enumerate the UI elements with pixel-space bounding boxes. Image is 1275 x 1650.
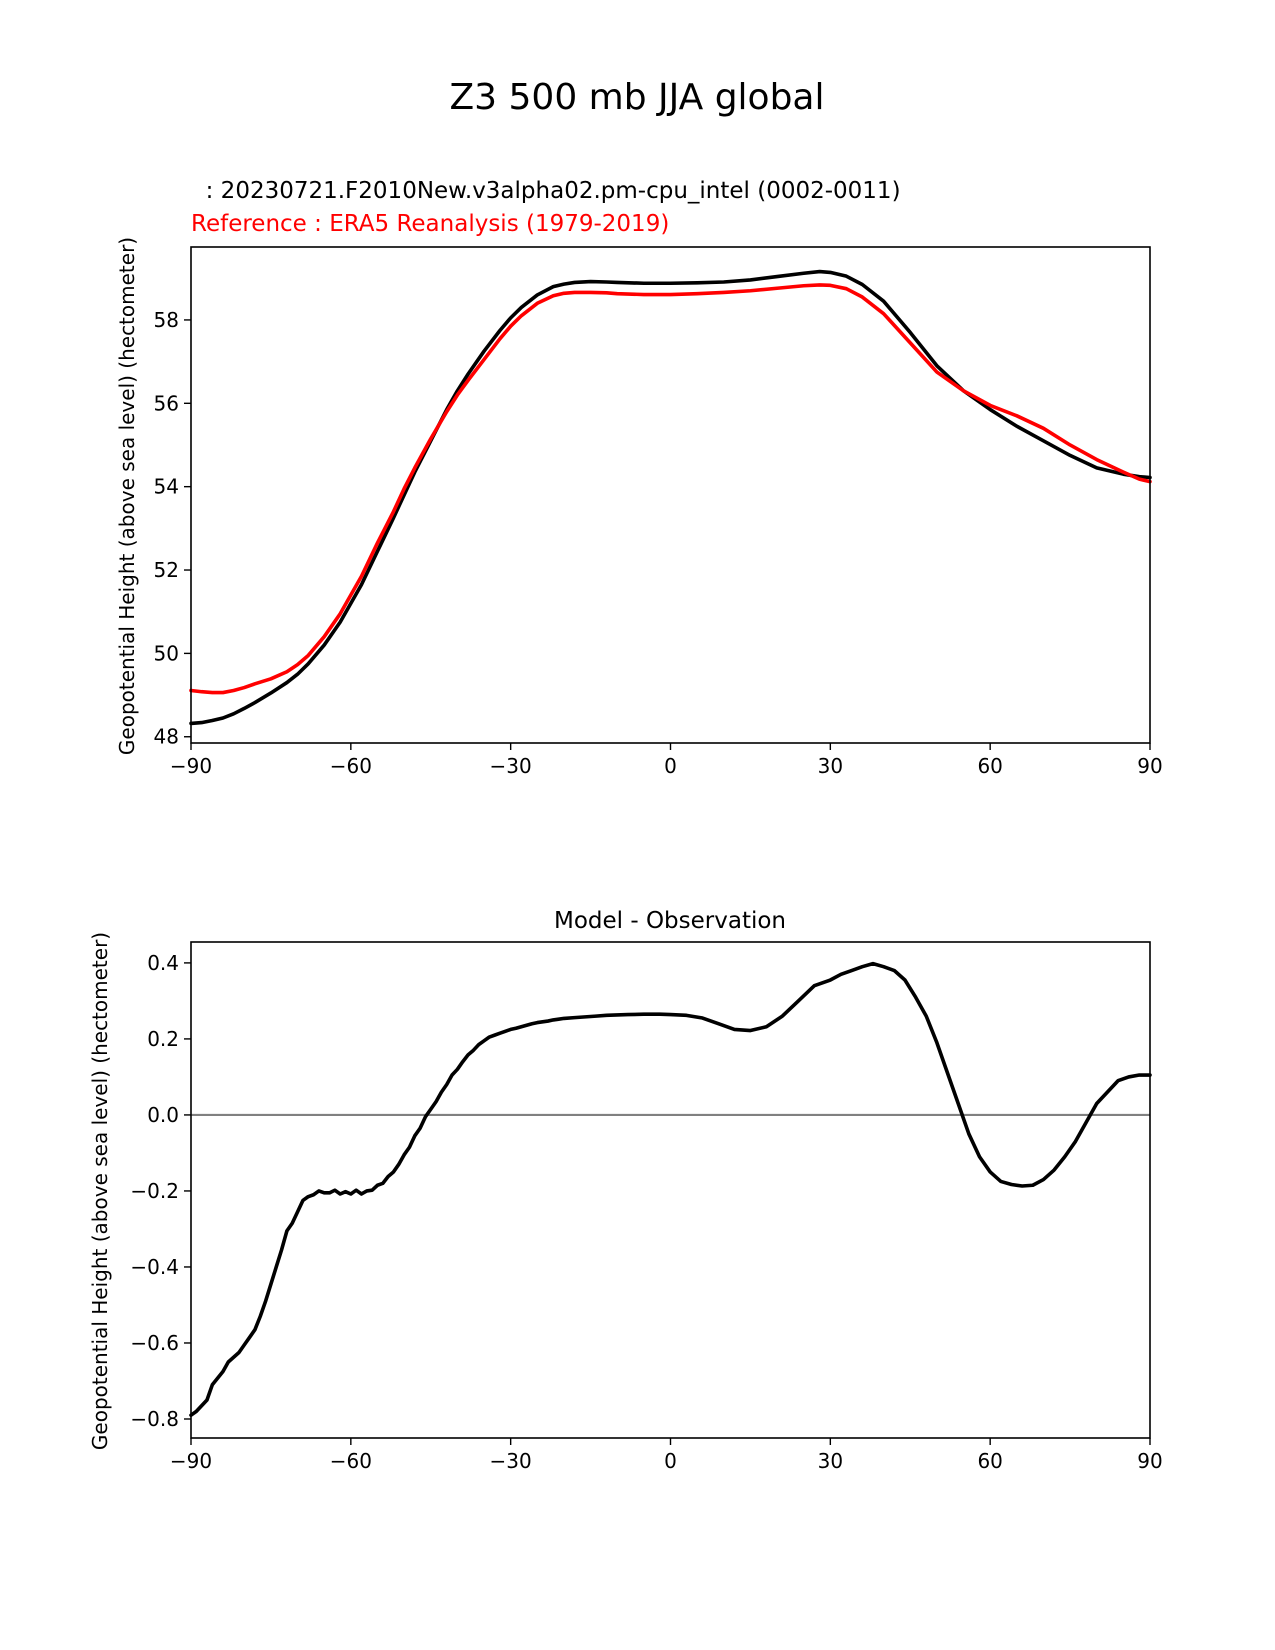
y-tick-label: 52 xyxy=(154,558,179,582)
x-tick-label: 90 xyxy=(1137,1449,1162,1473)
y-tick-label: −0.6 xyxy=(130,1331,179,1355)
y-tick-label: 48 xyxy=(154,725,179,749)
y-tick-label: −0.2 xyxy=(130,1179,179,1203)
x-tick-label: −60 xyxy=(330,754,372,778)
axis-ticks: −90 −60 −30 0 30 60 90 48 50 52 54 56 58 xyxy=(154,308,1163,778)
series-line-model-observation xyxy=(189,961,1152,1417)
y-tick-label: 54 xyxy=(154,475,179,499)
x-tick-label: −90 xyxy=(170,754,212,778)
series-line-test xyxy=(189,269,1152,726)
series-lines xyxy=(189,269,1152,726)
series-lines xyxy=(189,961,1152,1417)
x-tick-label: 0 xyxy=(664,1449,677,1473)
reference-label: Reference : ERA5 Reanalysis (1979-2019) xyxy=(191,211,669,237)
x-tick-label: 90 xyxy=(1137,754,1162,778)
x-tick-label: −30 xyxy=(490,754,532,778)
figure-title: Z3 500 mb JJA global xyxy=(450,77,825,118)
x-tick-label: 0 xyxy=(664,754,677,778)
x-tick-label: 60 xyxy=(977,1449,1002,1473)
plot-frame xyxy=(190,246,1151,744)
x-tick-label: 30 xyxy=(818,1449,843,1473)
y-tick-label: 0.4 xyxy=(147,951,179,975)
plot-frame xyxy=(190,941,1151,1439)
y-axis-label: Geopotential Height (above sea level) (h… xyxy=(115,237,139,755)
x-tick-label: 60 xyxy=(977,754,1002,778)
y-tick-label: −0.8 xyxy=(130,1407,179,1431)
panel-difference: Model - Observation Geopotential Height … xyxy=(88,908,1163,1473)
series-line-reference xyxy=(189,283,1152,695)
diff-title: Model - Observation xyxy=(554,908,786,934)
axis-ticks: −90 −60 −30 0 30 60 90 −0.8 −0.6 −0.4 −0.2 0.0 0.2 0.… xyxy=(130,951,1162,1473)
x-tick-label: −60 xyxy=(330,1449,372,1473)
y-tick-label: 0.0 xyxy=(147,1103,179,1127)
y-axis-label: Geopotential Height (above sea level) (h… xyxy=(88,932,112,1450)
y-tick-label: 56 xyxy=(154,391,179,415)
y-tick-label: 50 xyxy=(154,641,179,665)
x-tick-label: 30 xyxy=(818,754,843,778)
y-tick-label: 0.2 xyxy=(147,1027,179,1051)
panel-climatology: : 20230721.F2010New.v3alpha02.pm-cpu_int… xyxy=(115,178,1163,778)
test-label: : 20230721.F2010New.v3alpha02.pm-cpu_int… xyxy=(191,178,901,204)
y-tick-label: −0.4 xyxy=(130,1255,179,1279)
y-tick-label: 58 xyxy=(154,308,179,332)
x-tick-label: −90 xyxy=(170,1449,212,1473)
x-tick-label: −30 xyxy=(490,1449,532,1473)
